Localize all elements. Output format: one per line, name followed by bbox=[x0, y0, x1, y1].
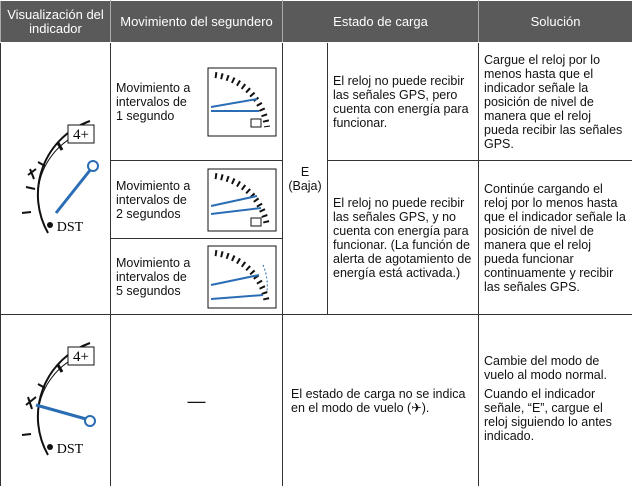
movement-icon bbox=[207, 67, 277, 136]
movement-icon bbox=[207, 245, 277, 308]
level-label: 4+ bbox=[73, 349, 89, 365]
movement-text: Movimiento a intervalos de 2 segundos bbox=[116, 178, 191, 221]
indicator-cell: 4+ DST bbox=[0, 314, 111, 486]
movement-cell: Movimiento a intervalos de 1 segundo bbox=[110, 42, 283, 161]
movement-cell: Movimiento a intervalos de 2 segundos bbox=[110, 160, 283, 239]
solution-cell: Continúe cargando el reloj por lo menos … bbox=[478, 160, 632, 315]
header-cell: Visualización del indicador bbox=[0, 0, 111, 43]
movement-text: Movimiento a intervalos de 5 segundos bbox=[116, 255, 191, 298]
indicator-cell: 4+ DST bbox=[0, 42, 111, 315]
header-cell: Solución bbox=[478, 0, 632, 43]
header-cell: Estado de carga bbox=[282, 0, 479, 43]
movement-cell: Movimiento a intervalos de 5 segundos bbox=[110, 238, 283, 315]
header-row: Visualización del indicador Movimiento d… bbox=[0, 0, 632, 43]
movement-cell: — bbox=[110, 314, 283, 486]
solution-cell: Cambie del modo de vuelo al modo normal.… bbox=[478, 314, 632, 486]
solution-cell: Cargue el reloj por lo menos hasta que e… bbox=[478, 42, 632, 161]
dst-label: DST bbox=[56, 220, 83, 235]
dst-label: DST bbox=[56, 442, 83, 457]
indicator-icon: 4+ DST bbox=[21, 120, 99, 235]
indicator-icon: 4+ DST bbox=[21, 342, 96, 457]
level-text: E bbox=[300, 164, 310, 179]
solution-text: Cuando el indicador señale, “E”, cargue … bbox=[484, 386, 612, 443]
state-cell: El reloj no puede recibir las señales GP… bbox=[327, 160, 479, 315]
state-cell: El reloj no puede recibir las señales GP… bbox=[327, 42, 479, 161]
solution-text: Cambie del modo de vuelo al modo normal. bbox=[484, 353, 607, 382]
header-cell: Movimiento del segundero bbox=[110, 0, 283, 43]
movement-text: Movimiento a intervalos de 1 segundo bbox=[116, 80, 191, 123]
level-text: (Baja) bbox=[288, 178, 322, 193]
state-cell: El estado de carga no se indica en el mo… bbox=[282, 314, 479, 486]
movement-icon bbox=[207, 168, 277, 231]
level-cell: E (Baja) bbox=[282, 42, 328, 315]
level-label: 4+ bbox=[73, 127, 89, 143]
